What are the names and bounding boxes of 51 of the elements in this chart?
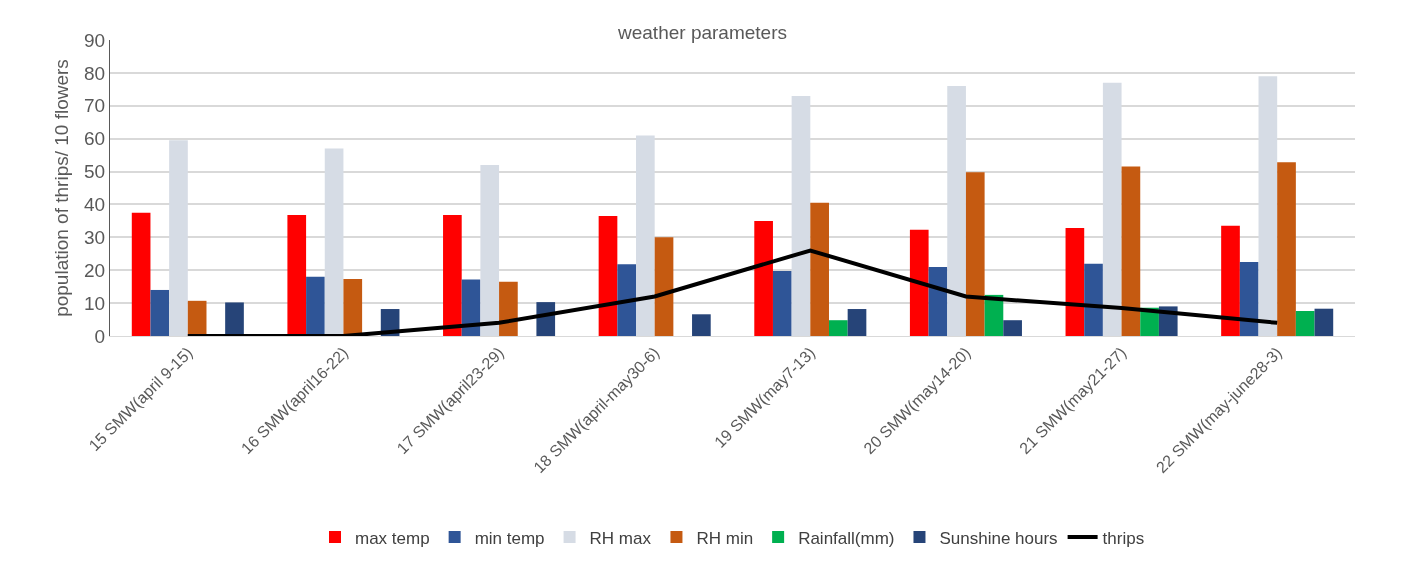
bar xyxy=(443,214,462,336)
y-tick-label: 30 xyxy=(84,226,106,248)
y-axis-title: population of thrips/ 10 flowers xyxy=(50,59,72,317)
bar xyxy=(754,220,773,336)
bar xyxy=(1003,320,1022,336)
bar xyxy=(1084,263,1103,336)
chart-title: weather parameters xyxy=(617,21,787,43)
bar xyxy=(499,281,518,336)
bar xyxy=(131,212,151,336)
y-tick-label: 50 xyxy=(84,161,106,183)
bar xyxy=(1239,262,1259,336)
legend-label: thrips xyxy=(1102,528,1145,548)
bar xyxy=(287,214,307,336)
bar xyxy=(928,266,948,336)
bar xyxy=(1121,166,1141,336)
bar xyxy=(617,264,637,336)
legend-label: min temp xyxy=(474,528,545,548)
legend-label: RH max xyxy=(589,528,652,548)
bar xyxy=(810,202,829,336)
bar xyxy=(150,289,170,336)
y-tick-label: 90 xyxy=(84,29,106,51)
y-tick-label: 0 xyxy=(94,325,106,347)
bar xyxy=(306,276,325,336)
bar xyxy=(772,270,792,336)
bar xyxy=(598,215,618,336)
bar xyxy=(654,237,674,336)
bar xyxy=(965,172,985,336)
bar xyxy=(909,229,929,336)
bar xyxy=(461,279,481,336)
bar xyxy=(1221,225,1240,336)
bar xyxy=(187,300,207,336)
legend-label: Sunshine hours xyxy=(939,528,1058,548)
y-tick-label: 60 xyxy=(84,128,106,150)
bar xyxy=(1277,162,1296,336)
bar xyxy=(1065,228,1085,336)
bar xyxy=(343,279,363,336)
y-tick-label: 40 xyxy=(84,194,106,216)
y-tick-label: 10 xyxy=(84,292,106,314)
bar xyxy=(692,314,711,336)
legend-label: Rainfall(mm) xyxy=(798,528,895,548)
line-series xyxy=(185,248,1280,336)
bar xyxy=(1314,308,1334,336)
bar xyxy=(828,320,848,336)
y-tick-label: 80 xyxy=(84,62,106,84)
y-tick-label: 70 xyxy=(84,95,106,117)
bar xyxy=(1295,311,1315,336)
bar xyxy=(225,302,244,336)
legend-label: RH min xyxy=(696,528,754,548)
bar xyxy=(847,309,867,336)
legend-label: max temp xyxy=(355,528,430,548)
y-tick-label: 20 xyxy=(84,259,106,281)
